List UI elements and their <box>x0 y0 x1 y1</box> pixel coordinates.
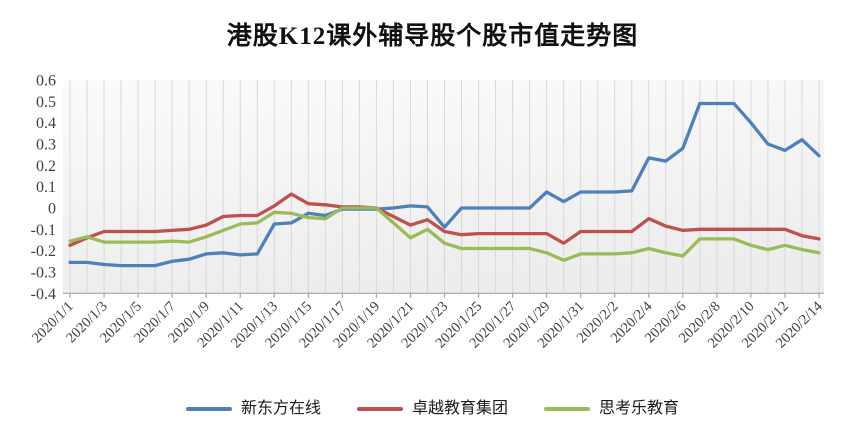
legend-item-zhuoyue-education: 卓越教育集团 <box>356 398 508 420</box>
legend: 新东方在线 卓越教育集团 思考乐教育 <box>0 398 865 420</box>
series-line-1 <box>68 192 821 247</box>
y-axis-label: 0.3 <box>36 137 56 154</box>
chart-title: 港股K12课外辅导股个股市值走势图 <box>226 23 639 50</box>
y-axis-label: 0 <box>48 201 56 218</box>
legend-item-sikaole-education: 思考乐教育 <box>544 398 679 420</box>
y-axis-label: -0.3 <box>31 264 56 281</box>
series-line-0 <box>68 101 821 268</box>
series-line-2 <box>68 206 821 262</box>
legend-line-swatch-green <box>544 407 590 411</box>
legend-label: 新东方在线 <box>240 400 321 417</box>
legend-label: 卓越教育集团 <box>411 400 508 417</box>
y-axis-label: 0.1 <box>36 179 56 196</box>
legend-line-swatch-red <box>356 407 403 411</box>
y-axis-label: -0.2 <box>31 243 56 260</box>
legend-item-xdf-online: 新东方在线 <box>185 398 321 420</box>
y-axis-label: -0.1 <box>31 222 56 239</box>
legend-line-swatch-blue <box>185 407 232 411</box>
y-axis-label: 0.6 <box>36 73 56 90</box>
y-axis-label: -0.4 <box>31 286 56 303</box>
legend-label: 思考乐教育 <box>599 400 680 417</box>
y-axis-label: 0.2 <box>36 158 56 175</box>
y-axis-label: 0.5 <box>36 94 56 111</box>
y-axis-label: 0.4 <box>36 115 56 132</box>
